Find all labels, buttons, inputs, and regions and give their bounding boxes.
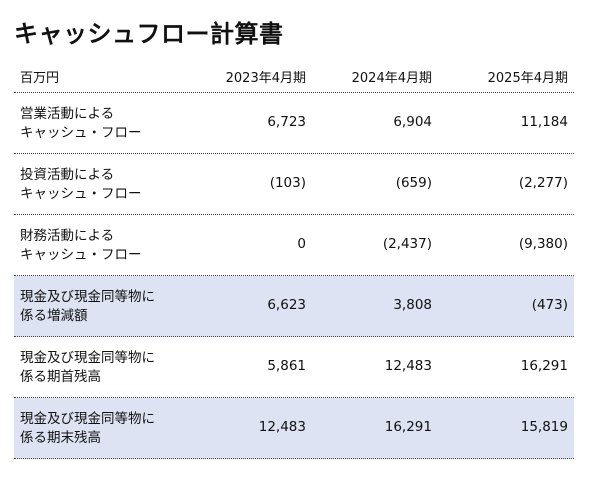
table-header: 百万円 2023年4月期 2024年4月期 2025年4月期	[14, 56, 574, 93]
cell-value: 15,819	[520, 419, 568, 435]
table-row-ending-balance: 現金及び現金同等物に 係る期末残高 12,483 16,291 15,819	[14, 398, 574, 459]
cell-value: (9,380)	[518, 236, 568, 252]
cell-value: 5,861	[267, 358, 306, 374]
table-row-investing: 投資活動による キャッシュ・フロー (103) (659) (2,277)	[14, 154, 574, 215]
cell-value: 16,291	[520, 358, 568, 374]
cell-value: (103)	[269, 175, 306, 191]
table-row-beginning-balance: 現金及び現金同等物に 係る期首残高 5,861 12,483 16,291	[14, 337, 574, 398]
cell-value: (473)	[531, 297, 568, 313]
cell-value: (2,277)	[518, 175, 568, 191]
cell-value: 6,723	[267, 114, 306, 130]
row-label: 財務活動による キャッシュ・フロー	[20, 228, 142, 263]
cell-value: (659)	[395, 175, 432, 191]
cell-value: 0	[297, 236, 306, 252]
row-label: 現金及び現金同等物に 係る期首残高	[20, 350, 155, 385]
cell-value: 6,904	[393, 114, 432, 130]
cell-value: (2,437)	[382, 236, 432, 252]
cell-value: 11,184	[520, 114, 568, 130]
table-row-net-change: 現金及び現金同等物に 係る増減額 6,623 3,808 (473)	[14, 276, 574, 337]
column-header-2023: 2023年4月期	[225, 71, 306, 86]
cell-value: 16,291	[384, 419, 432, 435]
page-title: キャッシュフロー計算書	[14, 20, 284, 48]
cell-value: 12,483	[384, 358, 432, 374]
row-label: 現金及び現金同等物に 係る増減額	[20, 289, 155, 324]
row-label: 投資活動による キャッシュ・フロー	[20, 167, 142, 202]
table-row-operating: 営業活動による キャッシュ・フロー 6,723 6,904 11,184	[14, 93, 574, 154]
table-row-financing: 財務活動による キャッシュ・フロー 0 (2,437) (9,380)	[14, 215, 574, 276]
cell-value: 6,623	[267, 297, 306, 313]
cell-value: 12,483	[258, 419, 306, 435]
column-header-2025: 2025年4月期	[487, 71, 568, 86]
cell-value: 3,808	[393, 297, 432, 313]
row-label: 営業活動による キャッシュ・フロー	[20, 106, 142, 141]
column-header-2024: 2024年4月期	[351, 71, 432, 86]
row-label: 現金及び現金同等物に 係る期末残高	[20, 411, 155, 446]
unit-label: 百万円	[20, 71, 60, 86]
cash-flow-table: 百万円 2023年4月期 2024年4月期 2025年4月期 営業活動による キ…	[14, 56, 574, 459]
